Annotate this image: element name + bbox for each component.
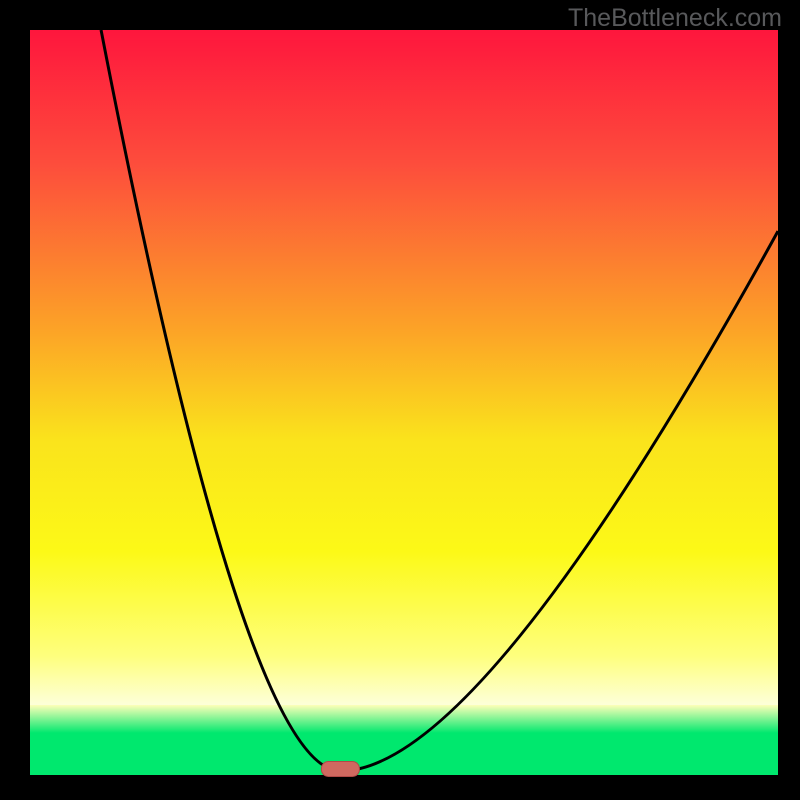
- optimum-marker: [321, 762, 359, 777]
- chart-frame: TheBottleneck.com: [0, 0, 800, 800]
- plot-area: [30, 30, 778, 775]
- green-band: [30, 733, 778, 775]
- plot-svg: [30, 30, 778, 775]
- green-band-fade: [30, 705, 778, 733]
- watermark-text: TheBottleneck.com: [568, 4, 782, 33]
- gradient-background: [30, 30, 778, 775]
